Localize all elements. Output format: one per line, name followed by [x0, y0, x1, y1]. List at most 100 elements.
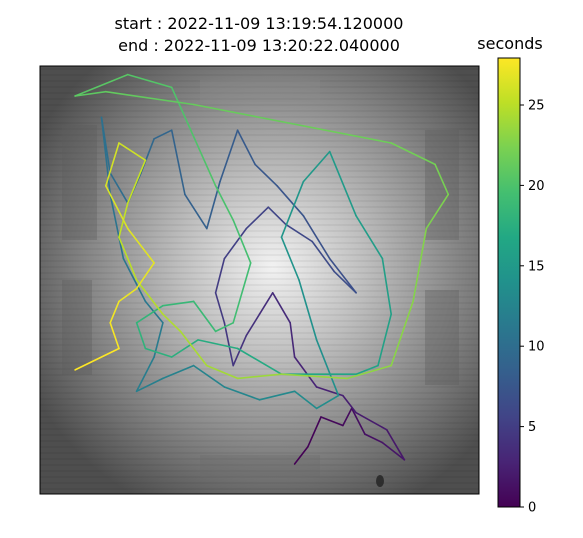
colorbar-tick-label: 15: [528, 259, 545, 274]
trajectory-segment: [245, 313, 261, 337]
plot-area: [39, 65, 480, 495]
colorbar-gradient: [497, 57, 521, 508]
trajectory-segment: [135, 377, 164, 393]
trajectory-segment: [306, 416, 322, 448]
trajectory-segment: [162, 364, 195, 380]
trajectory-segment: [170, 339, 199, 358]
trajectory-segment: [192, 364, 226, 388]
trajectory-segment: [434, 163, 450, 196]
trajectory-segment: [192, 300, 217, 333]
trajectory-segment: [342, 394, 357, 414]
trajectory-segment: [144, 347, 173, 358]
trajectory-segment: [293, 390, 318, 410]
trajectory-segment: [346, 364, 393, 380]
trajectory-segment: [328, 257, 357, 294]
trajectory-segment: [135, 321, 147, 350]
trajectory-segment: [214, 257, 226, 294]
chart-title-line-2: end : 2022-11-09 13:20:22.040000: [118, 36, 400, 55]
trajectory-segment: [219, 129, 239, 183]
trajectory-segment: [412, 227, 428, 303]
trajectory-segment: [127, 159, 147, 204]
trajectory-segment: [350, 407, 366, 435]
trajectory-segment: [74, 347, 120, 371]
trajectory-segment: [197, 339, 239, 350]
trajectory-segment: [328, 150, 357, 217]
plot-frame: [39, 65, 480, 495]
trajectory-segment: [100, 116, 111, 196]
colorbar-label: seconds: [477, 34, 542, 53]
trajectory-segment: [342, 407, 353, 427]
trajectory-segment: [135, 279, 164, 316]
trajectory-segment: [311, 240, 335, 273]
trajectory-segment: [381, 441, 406, 461]
arena-decor: [40, 66, 479, 494]
trajectory-segment: [258, 390, 296, 401]
trajectory-segment: [109, 172, 129, 204]
trajectory-segment: [206, 364, 239, 380]
chart-title-line-1: start : 2022-11-09 13:19:54.120000: [115, 14, 404, 33]
trajectory-segment: [118, 236, 138, 281]
trajectory-segment: [127, 227, 155, 264]
trajectory-segment: [355, 364, 379, 376]
colorbar-tick-label: 0: [528, 501, 536, 516]
trajectory-segment: [355, 411, 388, 431]
colorbar-tick-label: 25: [528, 99, 545, 114]
trajectory-segment: [284, 223, 314, 243]
trajectory-path: [74, 73, 450, 465]
trajectory-segment: [280, 180, 305, 238]
trajectory-segment: [162, 313, 182, 333]
trajectory-segment: [355, 215, 384, 260]
trajectory-segment: [214, 291, 226, 324]
trajectory-segment: [109, 193, 125, 260]
colorbar: seconds 0 5 10 15 20 25: [477, 34, 544, 516]
colorbar-tick-label: 20: [528, 179, 545, 194]
trajectory-segment: [127, 73, 173, 89]
trajectory-segment: [271, 291, 292, 324]
trajectory-segment: [254, 163, 278, 187]
trajectory-segment: [192, 103, 305, 127]
colorbar-ticks: 0 5 10 15 20 25: [520, 99, 545, 516]
trajectory-segment: [289, 321, 296, 358]
trajectory-segment: [315, 339, 340, 397]
trajectory-segment: [179, 330, 208, 367]
trajectory-segment: [236, 373, 283, 380]
trajectory-segment: [425, 193, 450, 230]
trajectory-segment: [390, 300, 414, 367]
trajectory-segment: [385, 428, 406, 461]
trajectory-segment: [118, 287, 138, 303]
trajectory-segment: [214, 185, 234, 221]
trajectory-segment: [267, 206, 287, 226]
trajectory-segment: [223, 227, 248, 260]
trajectory-segment: [390, 142, 436, 166]
trajectory-segment: [184, 193, 208, 230]
colorbar-tick-label: 5: [528, 420, 536, 435]
trajectory-segment: [298, 279, 318, 341]
trajectory-segment: [105, 185, 129, 230]
trajectory-segment: [74, 90, 107, 97]
trajectory-segment: [258, 291, 274, 316]
colorbar-tick-label: 10: [528, 340, 545, 355]
trajectory-segment: [74, 73, 129, 97]
trajectory-segment: [214, 321, 234, 333]
trajectory-segment: [302, 215, 331, 260]
trajectory-segment: [320, 416, 344, 427]
trajectory-segment: [293, 356, 318, 388]
trajectory-segment: [118, 142, 147, 161]
trajectory-segment: [153, 129, 173, 140]
trajectory-segment: [315, 394, 340, 410]
trajectory-segment: [223, 321, 234, 367]
trajectory-segment: [223, 386, 261, 401]
trajectory-segment: [109, 321, 120, 350]
trajectory-segment: [162, 300, 195, 307]
trajectory-segment: [109, 300, 120, 324]
trajectory-segment: [135, 262, 155, 290]
trajectory-segment: [232, 262, 252, 324]
trajectory-segment: [280, 236, 300, 281]
trajectory-segment: [280, 373, 349, 380]
trajectory-segment: [170, 129, 186, 196]
trajectory-segment: [245, 206, 270, 230]
trajectory-segment: [236, 347, 283, 376]
trajectory-segment: [236, 129, 256, 166]
trajectory-segment: [232, 219, 252, 264]
